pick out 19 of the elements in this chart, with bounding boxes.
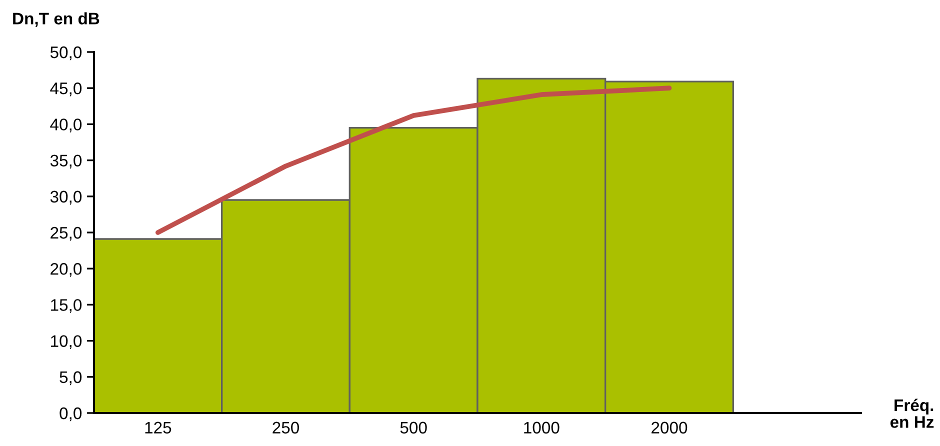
y-tick-label: 45,0: [50, 82, 82, 96]
x-tick-label: 250: [272, 422, 300, 434]
y-tick-label: 25,0: [50, 226, 82, 241]
y-tick-label: 35,0: [50, 154, 82, 168]
y-tick-label: 15,0: [51, 299, 82, 313]
y-tick-label: 30,0: [50, 190, 82, 205]
y-tick-label: 0,0: [60, 407, 82, 422]
x-tick-label: 125: [145, 422, 172, 434]
y-axis-title: Dn,T en dB: [13, 12, 100, 27]
y-tick-label: 5,0: [60, 371, 82, 386]
y-tick-label: 50,0: [50, 46, 82, 60]
line-series: [155, 86, 672, 235]
x-axis-title: Fréq. en Hz: [890, 398, 934, 428]
y-tick-label: 10,0: [51, 335, 82, 349]
x-tick-label: 500: [400, 422, 427, 434]
x-tick-label: 1000: [524, 422, 560, 434]
y-tick-label: 40,0: [50, 118, 82, 132]
x-tick-label: 2000: [652, 422, 688, 434]
y-tick-label: 20,0: [50, 263, 82, 277]
